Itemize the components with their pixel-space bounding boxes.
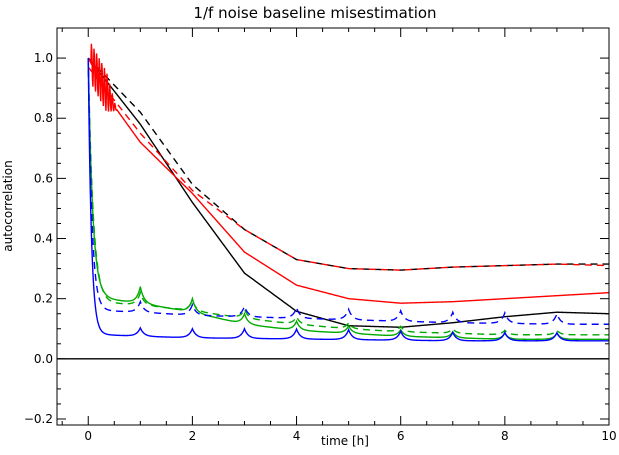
y-tick-label: 0.0 xyxy=(34,352,53,366)
axes: 0 2 4 6 8 10 −0.2 0.0 0.2 0.4 0.6 0.8 1.0 xyxy=(24,27,617,443)
series-layer xyxy=(57,43,610,360)
y-tick-label: 0.8 xyxy=(34,111,53,125)
y-tick-label: 0.4 xyxy=(34,232,53,246)
x-tick-label: 6 xyxy=(397,429,405,443)
series-line-3 xyxy=(87,43,610,304)
series-line-8 xyxy=(87,58,609,325)
y-tick-label: 0.2 xyxy=(34,292,53,306)
series-line-4 xyxy=(87,66,610,271)
chart-title: 1/f noise baseline misestimation xyxy=(193,4,436,22)
x-tick-label: 10 xyxy=(601,429,616,443)
plot-frame xyxy=(56,27,610,426)
y-tick-label: 1.0 xyxy=(34,51,53,65)
x-tick-label: 4 xyxy=(293,429,301,443)
x-tick-label: 0 xyxy=(84,429,92,443)
x-tick-label: 2 xyxy=(189,429,197,443)
x-tick-label: 8 xyxy=(501,429,509,443)
y-axis-label: autocorrelation xyxy=(1,160,15,251)
y-tick-label: −0.2 xyxy=(24,412,53,426)
series-line-6 xyxy=(87,58,609,336)
y-tick-label: 0.6 xyxy=(34,171,53,185)
series-line-2 xyxy=(87,57,609,271)
series-line-1 xyxy=(87,57,610,328)
x-axis-label: time [h] xyxy=(321,434,369,448)
series-line-7 xyxy=(87,58,609,342)
